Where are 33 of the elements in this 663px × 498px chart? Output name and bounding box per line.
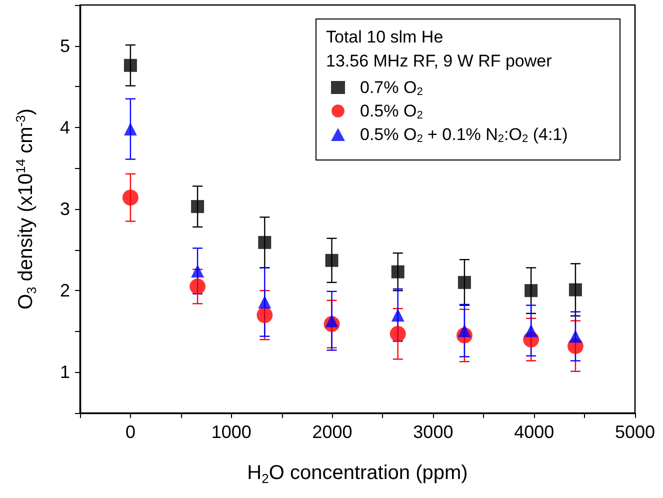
point <box>524 324 538 338</box>
y-tick-label: 1 <box>60 362 70 382</box>
point <box>191 264 204 278</box>
legend-title: Total 10 slm He 13.56 MHz RF, 9 W RF power <box>326 28 552 70</box>
point <box>458 276 471 289</box>
point <box>124 58 137 72</box>
point <box>325 254 338 267</box>
point <box>258 296 272 309</box>
point <box>568 283 582 296</box>
x-tick-label: 4000 <box>514 422 554 442</box>
point <box>391 308 404 322</box>
point <box>568 330 582 343</box>
y-axis-title: O3 density (x1014 cm-3) <box>13 108 39 310</box>
y-tick-label: 4 <box>60 117 70 138</box>
point <box>458 324 471 338</box>
point <box>390 326 406 342</box>
point <box>258 236 272 249</box>
y-tick-label: 5 <box>60 36 70 56</box>
x-tick-label: 1000 <box>211 422 252 442</box>
point <box>122 190 138 206</box>
point <box>124 122 137 136</box>
x-tick-label: 0 <box>125 422 136 442</box>
y-tick-label: 3 <box>60 199 70 219</box>
x-tick-label: 2000 <box>312 422 352 442</box>
x-tick-label: 5000 <box>614 422 656 442</box>
point <box>391 265 404 278</box>
point <box>190 278 206 295</box>
y-tick-label: 2 <box>60 280 70 301</box>
point <box>256 307 273 324</box>
x-tick-label: 3000 <box>413 422 454 442</box>
point <box>524 284 538 298</box>
point <box>191 200 204 214</box>
point <box>325 314 338 328</box>
